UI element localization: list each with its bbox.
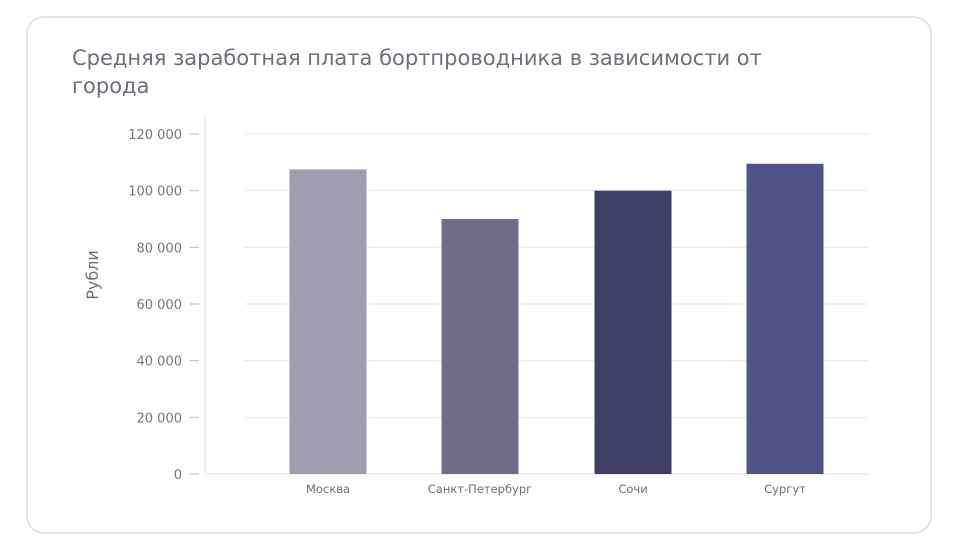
y-tick-label: 20 000 bbox=[137, 411, 183, 426]
x-tick-label: Сургут bbox=[764, 482, 806, 496]
y-axis-label: Рубли bbox=[83, 250, 102, 300]
y-tick-label: 100 000 bbox=[128, 185, 182, 200]
x-tick-label: Сочи bbox=[618, 482, 647, 496]
bar bbox=[594, 190, 672, 474]
x-tick-label: Москва bbox=[306, 482, 350, 496]
y-tick-label: 80 000 bbox=[137, 241, 183, 256]
y-tick-label: 40 000 bbox=[137, 355, 183, 370]
bar bbox=[441, 219, 519, 474]
y-tick-label: 0 bbox=[174, 468, 182, 483]
y-tick-label: 60 000 bbox=[137, 298, 183, 313]
bar bbox=[746, 163, 824, 474]
chart-title: Средняя заработная плата бортпроводника … bbox=[72, 46, 762, 98]
y-tick-label: 120 000 bbox=[128, 128, 182, 143]
x-tick-label: Санкт-Петербург bbox=[428, 482, 532, 496]
bar bbox=[289, 169, 367, 474]
